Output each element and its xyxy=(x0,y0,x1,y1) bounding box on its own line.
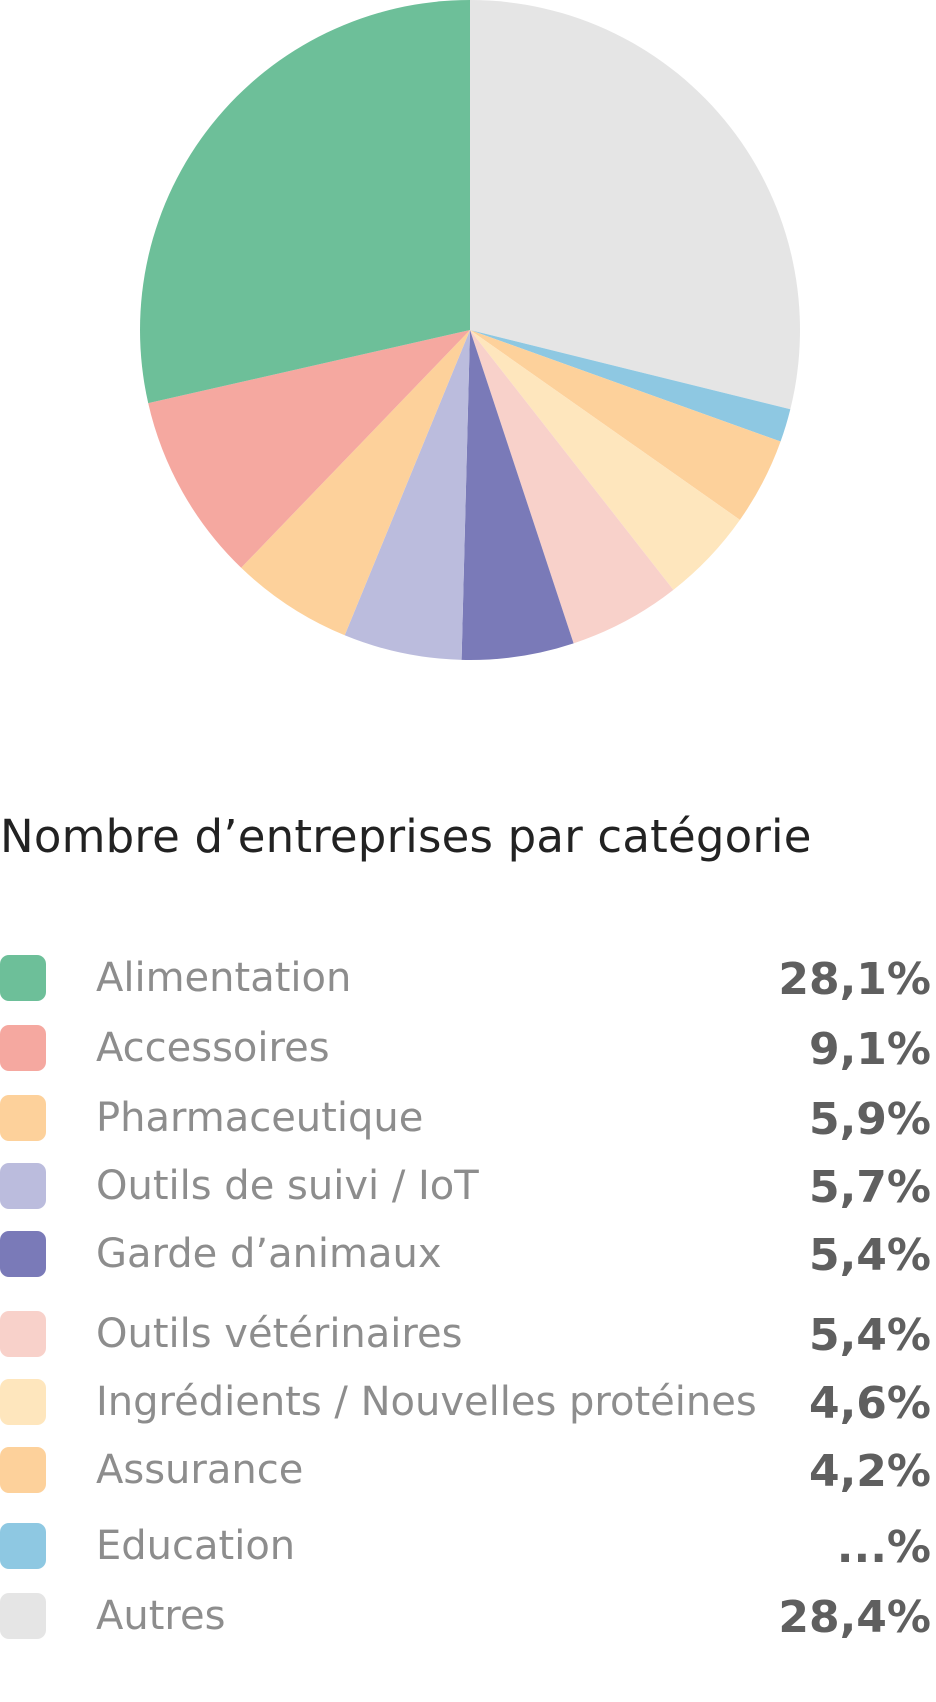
legend-item-garde-animaux: Garde d’animaux 5,4% xyxy=(0,1226,936,1286)
legend-value: 5,4% xyxy=(808,1310,931,1361)
legend-value: 4,6% xyxy=(808,1378,931,1429)
pie-slice-education xyxy=(470,330,791,442)
legend-label: Autres xyxy=(96,1593,226,1639)
legend-item-pharmaceutique: Pharmaceutique 5,9% xyxy=(0,1090,936,1150)
pie-slice-alimentation xyxy=(140,0,471,404)
legend-value: 5,4% xyxy=(808,1230,931,1281)
legend-value: 4,2% xyxy=(808,1446,931,1497)
legend-value: 9,1% xyxy=(808,1024,931,1075)
legend-item-outils-suivi: Outils de suivi / IoT 5,7% xyxy=(0,1158,936,1218)
legend-label: Assurance xyxy=(96,1447,304,1493)
pie-slice-autres xyxy=(470,0,800,410)
pie-slice-garde-d-animaux xyxy=(461,330,574,660)
legend-label: Pharmaceutique xyxy=(96,1095,424,1141)
pie-slice-outils-de-suivi-iot xyxy=(344,330,470,660)
legend-value: 5,9% xyxy=(808,1094,931,1145)
legend-item-outils-veterinaires: Outils vétérinaires 5,4% xyxy=(0,1306,936,1366)
legend-swatch-accessoires xyxy=(0,1025,46,1071)
legend-item-autres: Autres 28,4% xyxy=(0,1588,936,1648)
legend-value: 28,4% xyxy=(778,1592,931,1643)
legend-swatch-ingredients xyxy=(0,1379,46,1425)
legend-item-alimentation: Alimentation 28,1% xyxy=(0,950,936,1010)
legend-item-accessoires: Accessoires 9,1% xyxy=(0,1020,936,1080)
pie-slice-ingr-dients-nouvelles-prot-ines xyxy=(470,330,740,590)
chart-title: Nombre d’entreprises par catégorie xyxy=(0,810,812,863)
legend-value: ...% xyxy=(836,1522,931,1573)
legend-swatch-outils-veterinaires xyxy=(0,1311,46,1357)
legend-item-education: Education ...% xyxy=(0,1518,936,1578)
legend-item-ingredients: Ingrédients / Nouvelles protéines 4,6% xyxy=(0,1374,936,1434)
legend-swatch-garde-animaux xyxy=(0,1231,46,1277)
pie-slice-assurance xyxy=(470,330,781,520)
legend-label: Accessoires xyxy=(96,1025,330,1071)
legend-swatch-autres xyxy=(0,1593,46,1639)
pie-slice-accessoires xyxy=(148,330,470,568)
legend-label: Outils de suivi / IoT xyxy=(96,1163,479,1209)
legend-swatch-outils-suivi xyxy=(0,1163,46,1209)
legend-value: 5,7% xyxy=(808,1162,931,1213)
legend-item-assurance: Assurance 4,2% xyxy=(0,1442,936,1502)
legend-label: Outils vétérinaires xyxy=(96,1311,463,1357)
pie-chart xyxy=(0,0,936,680)
legend-label: Garde d’animaux xyxy=(96,1231,442,1277)
legend-label: Alimentation xyxy=(96,955,352,1001)
legend-label: Education xyxy=(96,1523,296,1569)
legend-label: Ingrédients / Nouvelles protéines xyxy=(96,1379,757,1425)
legend-swatch-pharmaceutique xyxy=(0,1095,46,1141)
legend-swatch-assurance xyxy=(0,1447,46,1493)
legend-value: 28,1% xyxy=(778,954,931,1005)
pie-slice-outils-v-t-rinaires xyxy=(470,330,674,644)
legend-swatch-alimentation xyxy=(0,955,46,1001)
pie-slice-pharmaceutique xyxy=(241,330,470,636)
pie-svg xyxy=(140,0,800,660)
legend-swatch-education xyxy=(0,1523,46,1569)
